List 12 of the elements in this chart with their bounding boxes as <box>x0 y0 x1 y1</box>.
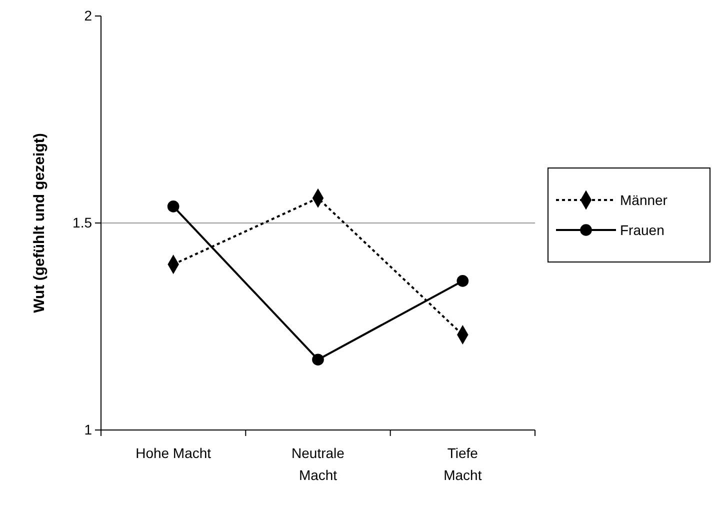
point <box>456 275 469 287</box>
y-tick-label: 1.5 <box>72 214 92 230</box>
legend-label: Männer <box>620 192 668 208</box>
x-tick-label: Tiefe Macht <box>444 445 482 483</box>
point <box>312 354 324 366</box>
legend-label: Frauen <box>620 222 664 238</box>
x-tick-label: Hohe Macht <box>136 445 212 461</box>
y-tick-label: 2 <box>84 7 92 24</box>
y-tick-label: 1 <box>84 421 92 438</box>
x-tick-label: Neutrale Macht <box>292 445 345 483</box>
point <box>167 200 180 212</box>
y-axis-title: Wut (gefühlt und gezeigt) <box>31 133 48 313</box>
